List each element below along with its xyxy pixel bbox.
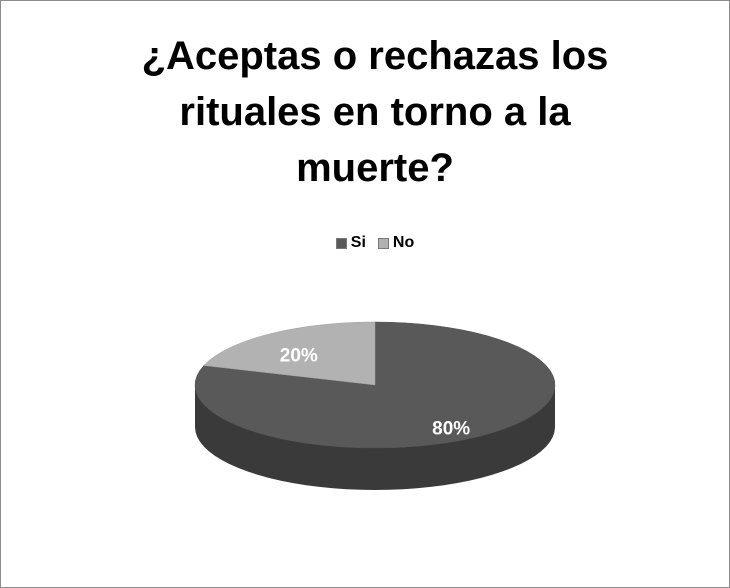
legend-item: Si: [335, 234, 366, 252]
pie-slice: [203, 321, 376, 386]
legend-item: No: [377, 234, 415, 252]
data-label: 80%: [432, 419, 470, 440]
legend-swatch: [335, 237, 347, 249]
legend-swatch: [377, 237, 389, 249]
chart-title: ¿Aceptas o rechazas los rituales en torn…: [141, 34, 609, 190]
data-label: 20%: [280, 345, 318, 366]
pie-side: [195, 385, 555, 490]
legend-label: No: [392, 234, 415, 251]
legend: Si No: [0, 234, 730, 252]
legend-label: Si: [350, 234, 366, 251]
